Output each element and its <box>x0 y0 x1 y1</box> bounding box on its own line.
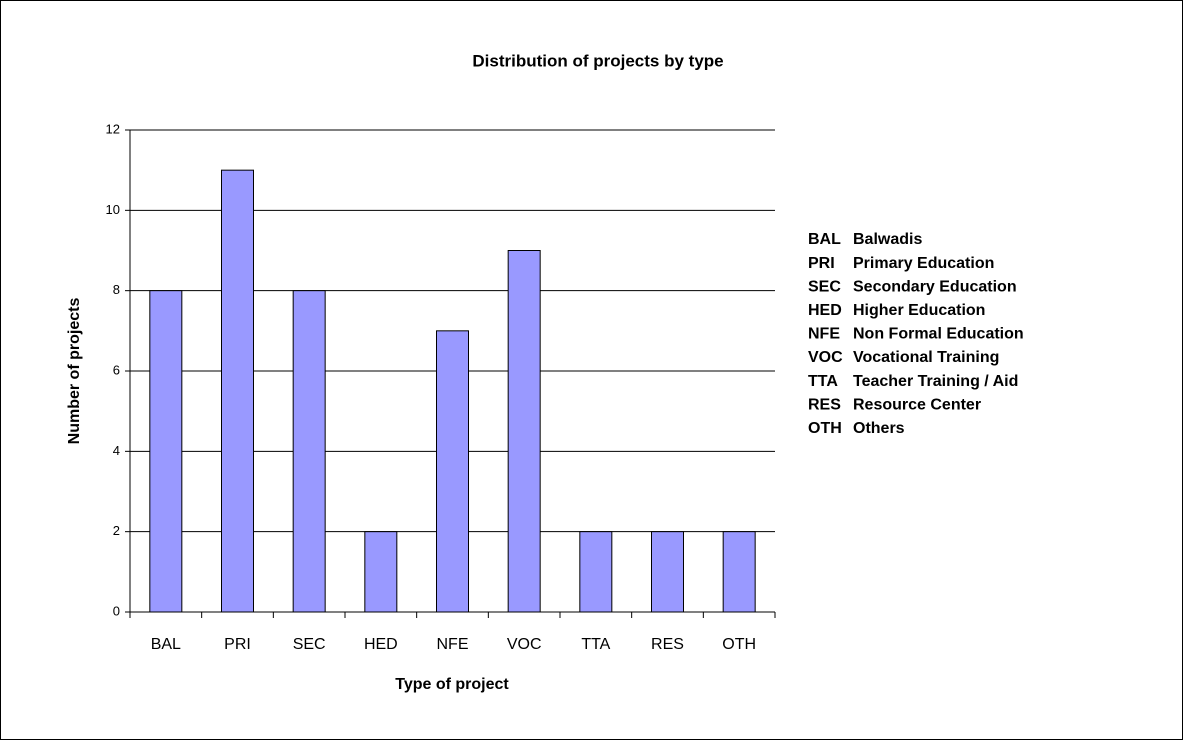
bar <box>149 290 183 613</box>
y-tick-label: 2 <box>113 523 120 538</box>
y-tick-label: 6 <box>113 362 120 377</box>
bar <box>579 531 613 613</box>
x-tick-label: NFE <box>437 636 469 653</box>
legend-code: PRI <box>808 255 835 272</box>
y-tick-label: 12 <box>106 121 120 136</box>
bar <box>507 250 541 613</box>
bar <box>436 330 469 613</box>
legend-code: OTH <box>808 420 842 437</box>
x-tick-label: BAL <box>151 636 181 653</box>
x-tick-label: RES <box>651 636 684 653</box>
bar <box>722 531 756 613</box>
x-tick-label: PRI <box>224 636 251 653</box>
legend-text: Resource Center <box>853 396 981 413</box>
legend-text: Non Formal Education <box>853 326 1024 343</box>
x-tick-label: OTH <box>722 636 756 653</box>
legend-text: Others <box>853 420 905 437</box>
y-tick-label: 10 <box>106 202 120 217</box>
y-tick-label: 8 <box>113 282 120 297</box>
legend-text: Vocational Training <box>853 349 999 366</box>
x-tick-label: HED <box>364 636 398 653</box>
legend-code: VOC <box>808 349 843 366</box>
legend-text: Secondary Education <box>853 278 1017 295</box>
legend-code: NFE <box>808 326 840 343</box>
x-tick-label: SEC <box>293 636 326 653</box>
chart-title: Distribution of projects by type <box>472 51 723 70</box>
y-tick-label: 0 <box>113 603 120 618</box>
legend-code: RES <box>808 396 841 413</box>
legend-code: HED <box>808 302 842 319</box>
bar <box>292 290 326 613</box>
y-tick-label: 4 <box>113 443 120 458</box>
bar <box>221 169 254 613</box>
x-tick-label: VOC <box>507 636 542 653</box>
legend-code: SEC <box>808 278 841 295</box>
y-axis-label: Number of projects <box>66 298 83 445</box>
x-tick-label: TTA <box>581 636 610 653</box>
bar <box>651 531 684 613</box>
legend-text: Primary Education <box>853 255 994 272</box>
legend-code: BAL <box>808 231 841 248</box>
legend-text: Teacher Training / Aid <box>853 373 1018 390</box>
legend-text: Balwadis <box>853 231 922 248</box>
bar <box>364 531 398 613</box>
legend-text: Higher Education <box>853 302 985 319</box>
x-axis-label: Type of project <box>395 676 509 693</box>
legend-code: TTA <box>808 373 838 390</box>
